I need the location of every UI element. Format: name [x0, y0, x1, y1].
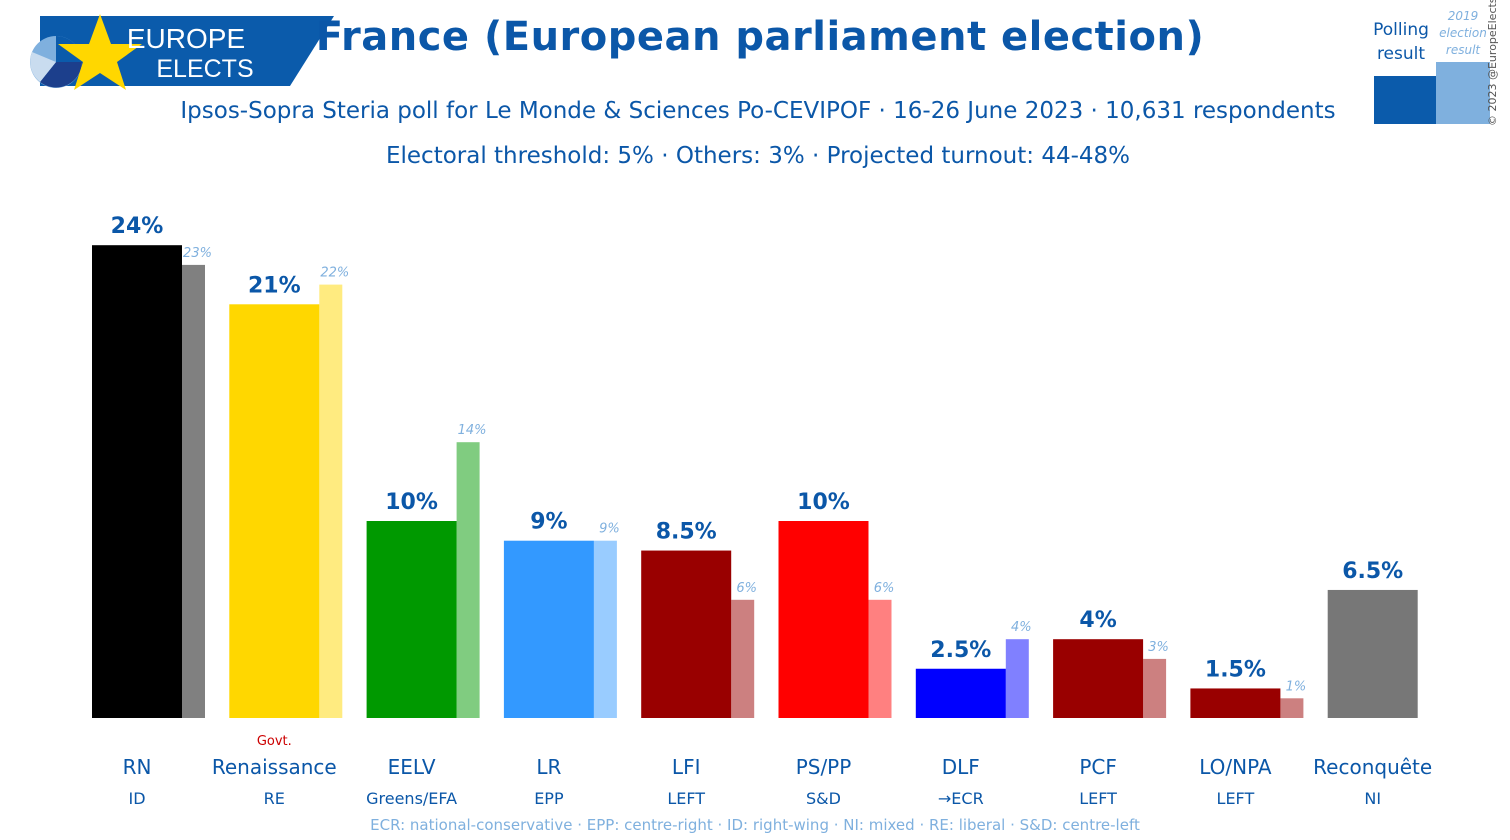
election-value-label: 6%: [874, 581, 895, 596]
election-bar: [1005, 639, 1029, 718]
poll-bar: [1053, 639, 1144, 718]
election-value-label: 1%: [1286, 679, 1307, 694]
poll-value-label: 6.5%: [1342, 559, 1403, 584]
group-label: ID: [128, 789, 145, 808]
party-label: LFI: [672, 755, 701, 779]
election-bar: [319, 284, 343, 718]
group-label: Greens/EFA: [366, 789, 457, 808]
election-value-label: 6%: [736, 581, 757, 596]
poll-value-label: 2.5%: [930, 638, 991, 663]
party-label: RN: [123, 755, 152, 779]
poll-value-label: 24%: [111, 214, 164, 239]
party-label: Renaissance: [212, 755, 337, 779]
poll-value-label: 4%: [1079, 608, 1116, 633]
election-bar: [731, 599, 755, 718]
election-bar: [182, 264, 205, 718]
poll-value-label: 9%: [530, 510, 567, 535]
poll-bar: [229, 304, 320, 718]
poll-bar: [641, 550, 732, 718]
election-bar: [1280, 698, 1304, 718]
legend-election-swatch: [1436, 62, 1490, 124]
election-value-label: 23%: [183, 246, 212, 261]
poll-bar: [503, 540, 594, 718]
europe-elects-logo: EUROPE ELECTS: [30, 14, 334, 90]
legend-election-label: 2019 election result: [1439, 9, 1487, 57]
election-value-label: 22%: [320, 266, 349, 281]
election-bar: [868, 599, 892, 718]
election-bar: [593, 540, 617, 718]
election-value-label: 14%: [458, 423, 487, 438]
group-label: EPP: [534, 789, 564, 808]
poll-subtitle: Ipsos-Sopra Steria poll for Le Monde & S…: [180, 98, 1336, 124]
group-label: NI: [1364, 789, 1381, 808]
poll-bar: [366, 521, 457, 718]
legend-poll-swatch: [1374, 76, 1436, 124]
footnote: ECR: national-conservative · EPP: centre…: [370, 816, 1140, 834]
poll-bar: [915, 668, 1006, 718]
chart-title: France (European parliament election): [315, 14, 1205, 60]
group-label: LEFT: [1217, 789, 1255, 808]
group-label: →ECR: [938, 789, 984, 808]
poll-value-label: 10%: [385, 490, 438, 515]
group-label: S&D: [806, 789, 841, 808]
election-value-label: 9%: [599, 522, 620, 537]
poll-bar: [1327, 589, 1418, 718]
group-label: LEFT: [667, 789, 705, 808]
govt-note: Govt.: [257, 734, 292, 749]
group-label: LEFT: [1079, 789, 1117, 808]
poll-bar: [1190, 688, 1281, 718]
poll-value-label: 10%: [797, 490, 850, 515]
election-value-label: 4%: [1011, 620, 1032, 635]
party-label: EELV: [388, 755, 436, 779]
election-bar: [456, 442, 480, 718]
legend: Polling result 2019 election result: [1370, 8, 1492, 128]
poll-bar: [778, 521, 869, 718]
election-value-label: 3%: [1148, 640, 1169, 655]
logo-line1: EUROPE: [127, 23, 245, 54]
party-label: PS/PP: [796, 755, 852, 779]
election-bar: [1143, 658, 1167, 718]
threshold-subtitle: Electoral threshold: 5% · Others: 3% · P…: [385, 143, 1131, 169]
party-label: LR: [536, 755, 561, 779]
party-label: DLF: [942, 755, 980, 779]
poll-value-label: 8.5%: [656, 520, 717, 545]
poll-bar: [92, 245, 182, 718]
poll-value-label: 1.5%: [1205, 657, 1266, 682]
poll-value-label: 21%: [248, 273, 301, 298]
party-label: Reconquête: [1313, 755, 1432, 779]
logo-line2: ELECTS: [156, 55, 253, 83]
group-label: RE: [264, 789, 285, 808]
legend-poll-label: Polling result: [1373, 20, 1429, 64]
party-label: PCF: [1079, 755, 1117, 779]
party-label: LO/NPA: [1199, 755, 1272, 779]
